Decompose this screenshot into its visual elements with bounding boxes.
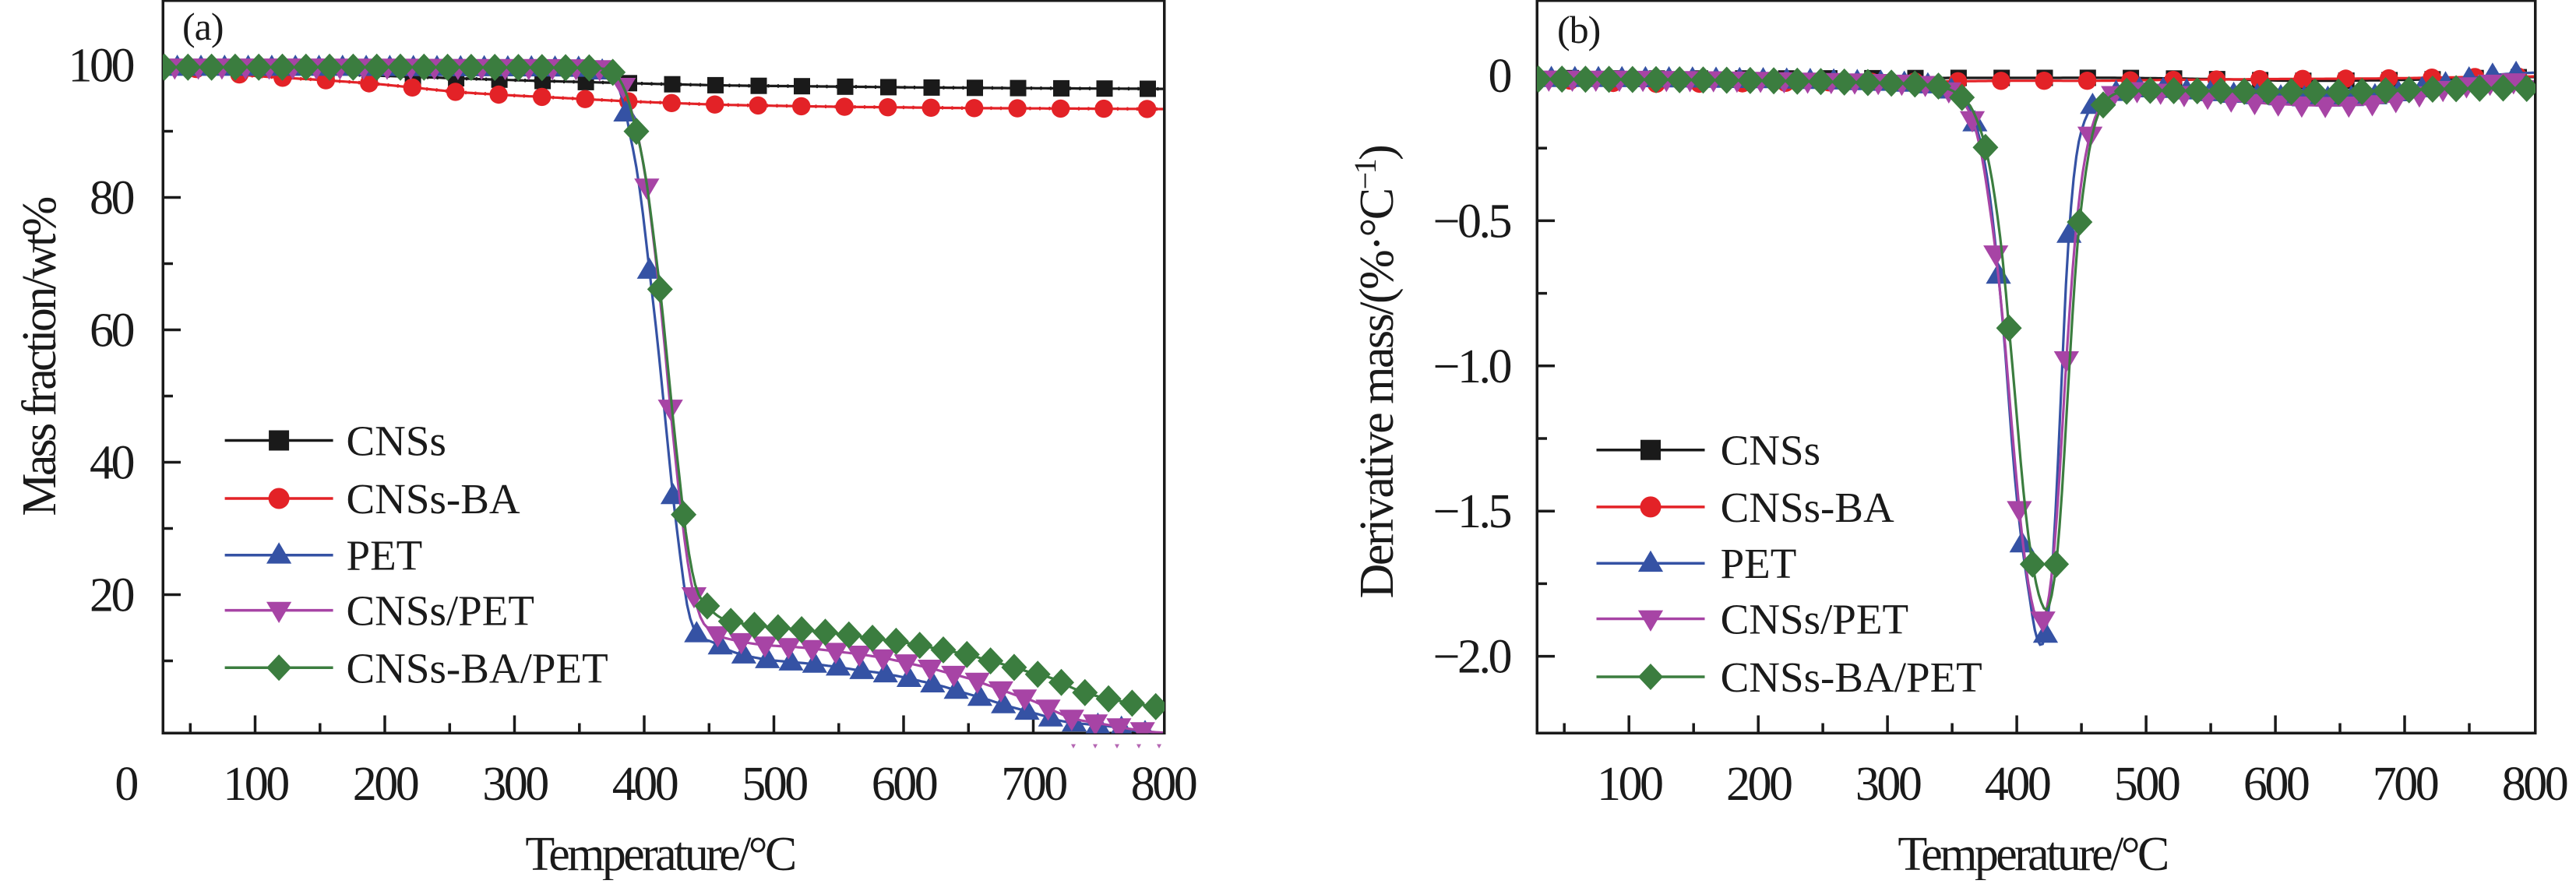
svg-text:CNSs/PET: CNSs/PET <box>347 587 534 635</box>
svg-text:100: 100 <box>223 758 288 811</box>
svg-text:CNSs: CNSs <box>1721 427 1820 474</box>
svg-text:CNSs-BA: CNSs-BA <box>1721 484 1894 531</box>
svg-text:CNSs-BA: CNSs-BA <box>347 475 520 523</box>
svg-text:(a): (a) <box>182 5 224 48</box>
svg-text:200: 200 <box>353 758 418 811</box>
svg-text:PET: PET <box>347 532 423 579</box>
svg-text:−0.5: −0.5 <box>1433 195 1511 248</box>
svg-text:700: 700 <box>2373 758 2438 811</box>
svg-text:Temperature/°C: Temperature/°C <box>1898 828 2167 880</box>
svg-text:−1.5: −1.5 <box>1433 485 1511 538</box>
svg-text:Temperature/°C: Temperature/°C <box>525 828 795 880</box>
svg-text:100: 100 <box>69 40 134 93</box>
svg-text:0: 0 <box>115 758 137 811</box>
svg-text:PET: PET <box>1721 540 1797 587</box>
svg-text:200: 200 <box>1726 758 1792 811</box>
svg-text:−2.0: −2.0 <box>1433 631 1511 684</box>
svg-text:400: 400 <box>1985 758 2050 811</box>
svg-text:(b): (b) <box>1557 8 1600 51</box>
svg-text:20: 20 <box>90 569 134 622</box>
svg-text:500: 500 <box>2114 758 2180 811</box>
svg-text:CNSs: CNSs <box>347 417 446 465</box>
svg-text:CNSs-BA/PET: CNSs-BA/PET <box>1721 653 1982 701</box>
svg-text:100: 100 <box>1597 758 1662 811</box>
svg-text:300: 300 <box>1855 758 1921 811</box>
svg-text:80: 80 <box>90 172 134 225</box>
svg-text:400: 400 <box>612 758 678 811</box>
svg-text:Mass fraction/wt%: Mass fraction/wt% <box>13 197 66 516</box>
svg-text:0: 0 <box>1489 50 1511 103</box>
svg-text:40: 40 <box>90 437 134 490</box>
svg-text:700: 700 <box>1001 758 1066 811</box>
svg-text:800: 800 <box>2502 758 2567 811</box>
svg-text:CNSs/PET: CNSs/PET <box>1721 596 1908 643</box>
svg-text:CNSs-BA/PET: CNSs-BA/PET <box>347 644 608 692</box>
svg-text:Derivative mass/(%·°C−1): Derivative mass/(%·°C−1) <box>1348 146 1404 599</box>
svg-text:300: 300 <box>482 758 548 811</box>
svg-text:800: 800 <box>1131 758 1196 811</box>
svg-text:60: 60 <box>90 305 134 357</box>
svg-text:500: 500 <box>742 758 807 811</box>
svg-text:−1.0: −1.0 <box>1433 340 1511 393</box>
svg-text:600: 600 <box>2243 758 2309 811</box>
svg-text:600: 600 <box>872 758 937 811</box>
